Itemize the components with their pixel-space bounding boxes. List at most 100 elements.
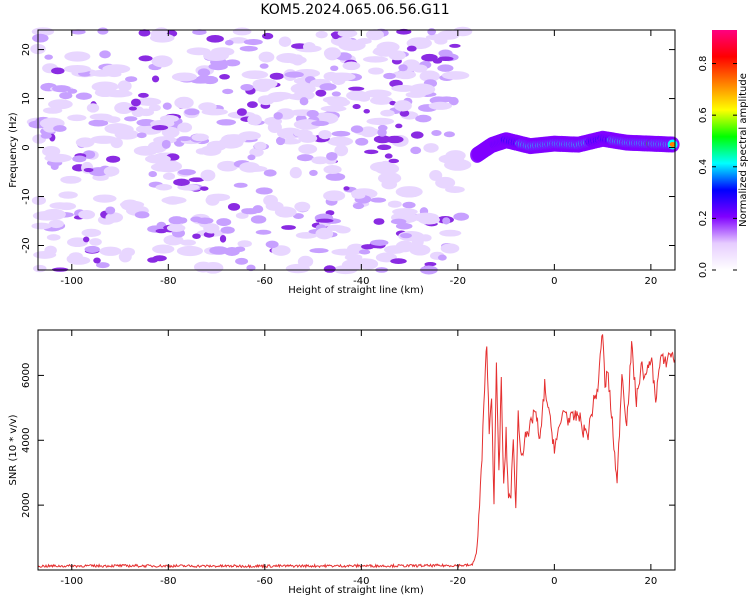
noise-blob — [238, 131, 261, 141]
noise-blob — [50, 163, 59, 170]
noise-blob — [234, 246, 246, 252]
noise-blob — [90, 135, 118, 144]
spectrogram-ytick-label: 10 — [21, 92, 32, 105]
noise-blob — [233, 182, 248, 188]
snr-ytick-label: 6000 — [21, 363, 32, 388]
noise-blob — [254, 141, 267, 151]
noise-blob — [99, 50, 111, 59]
noise-blob — [219, 234, 227, 243]
spectrogram-ytick-label: -10 — [21, 188, 32, 204]
noise-blob — [292, 213, 304, 219]
snr-ytick-label: 2000 — [21, 492, 32, 517]
noise-blob — [369, 96, 394, 105]
noise-blob — [138, 108, 155, 117]
noise-blob — [237, 240, 252, 248]
noise-blob — [289, 167, 302, 179]
noise-blob — [188, 177, 205, 183]
noise-blob — [155, 184, 173, 191]
noise-blob — [263, 169, 277, 177]
colorbar-gradient — [712, 30, 737, 270]
spectrogram-ytick-label: 20 — [21, 43, 32, 56]
colorbar-tick-label: 0.6 — [698, 107, 709, 123]
noise-blob — [441, 71, 470, 80]
noise-blob — [366, 117, 395, 126]
noise-blob — [331, 248, 358, 256]
noise-blob — [40, 133, 52, 139]
noise-blob — [64, 51, 91, 62]
noise-blob — [192, 233, 201, 239]
noise-blob — [228, 37, 248, 44]
noise-blob — [331, 130, 351, 137]
noise-blob — [173, 178, 190, 186]
spectrogram-ytick-label: 0 — [21, 144, 32, 150]
noise-blob — [32, 33, 49, 43]
noise-blob — [166, 224, 186, 232]
noise-blob — [323, 190, 346, 202]
spectrogram-frame — [37, 29, 676, 271]
noise-blob — [427, 28, 437, 36]
noise-blob — [273, 112, 283, 120]
noise-blob — [192, 29, 207, 36]
noise-blob — [177, 169, 196, 176]
noise-blob — [262, 32, 274, 40]
noise-blob — [31, 222, 52, 230]
noise-blob — [271, 245, 291, 256]
noise-blob — [330, 65, 339, 72]
noise-blob — [152, 244, 175, 254]
noise-blob — [296, 154, 314, 162]
snr-xtick-label: 0 — [551, 576, 557, 587]
noise-blob — [148, 104, 161, 112]
noise-blob — [258, 51, 275, 63]
noise-blob — [337, 29, 358, 38]
noise-blob — [72, 155, 87, 163]
noise-blob — [67, 237, 89, 247]
noise-blob — [243, 38, 263, 46]
noise-blob — [415, 114, 432, 123]
noise-blob — [370, 197, 387, 203]
noise-blob — [117, 80, 132, 92]
noise-blob — [125, 76, 138, 82]
noise-blob — [437, 56, 454, 62]
noise-blob — [390, 218, 407, 225]
noise-blob — [168, 216, 185, 225]
noise-blob — [323, 47, 341, 60]
noise-blob — [59, 92, 73, 100]
noise-blob — [89, 238, 102, 246]
noise-blob — [409, 244, 431, 256]
noise-blob — [449, 43, 461, 48]
signal-cell-core — [669, 142, 676, 148]
noise-blob — [309, 169, 318, 176]
noise-blob — [89, 113, 113, 121]
noise-blob — [402, 201, 416, 209]
noise-blob — [197, 68, 211, 77]
noise-blob — [200, 169, 216, 182]
noise-blob — [104, 89, 133, 98]
spectrogram-xtick-label: -80 — [160, 276, 176, 287]
noise-blob — [235, 212, 249, 219]
noise-blob — [443, 131, 455, 138]
noise-blob — [41, 208, 66, 221]
spectrogram-xtick-label: -100 — [60, 276, 83, 287]
noise-blob — [442, 217, 451, 225]
noise-blob — [252, 205, 264, 214]
noise-blob — [155, 228, 168, 234]
noise-blob — [412, 64, 428, 73]
noise-blob — [246, 264, 256, 272]
noise-blob — [406, 45, 417, 52]
noise-blob — [134, 211, 150, 219]
noise-blob — [373, 218, 385, 225]
noise-blob — [107, 124, 134, 135]
noise-blob — [269, 72, 284, 80]
noise-blob — [239, 45, 258, 52]
noise-blob — [66, 254, 82, 264]
noise-blob — [195, 75, 213, 83]
noise-blob — [437, 64, 454, 72]
noise-blob — [31, 27, 55, 36]
noise-blob — [267, 121, 282, 133]
noise-blob — [297, 255, 314, 268]
noise-blob — [144, 154, 171, 164]
noise-blob — [171, 72, 198, 82]
noise-blob — [326, 151, 338, 161]
noise-blob — [350, 125, 364, 134]
noise-blob — [203, 223, 220, 234]
